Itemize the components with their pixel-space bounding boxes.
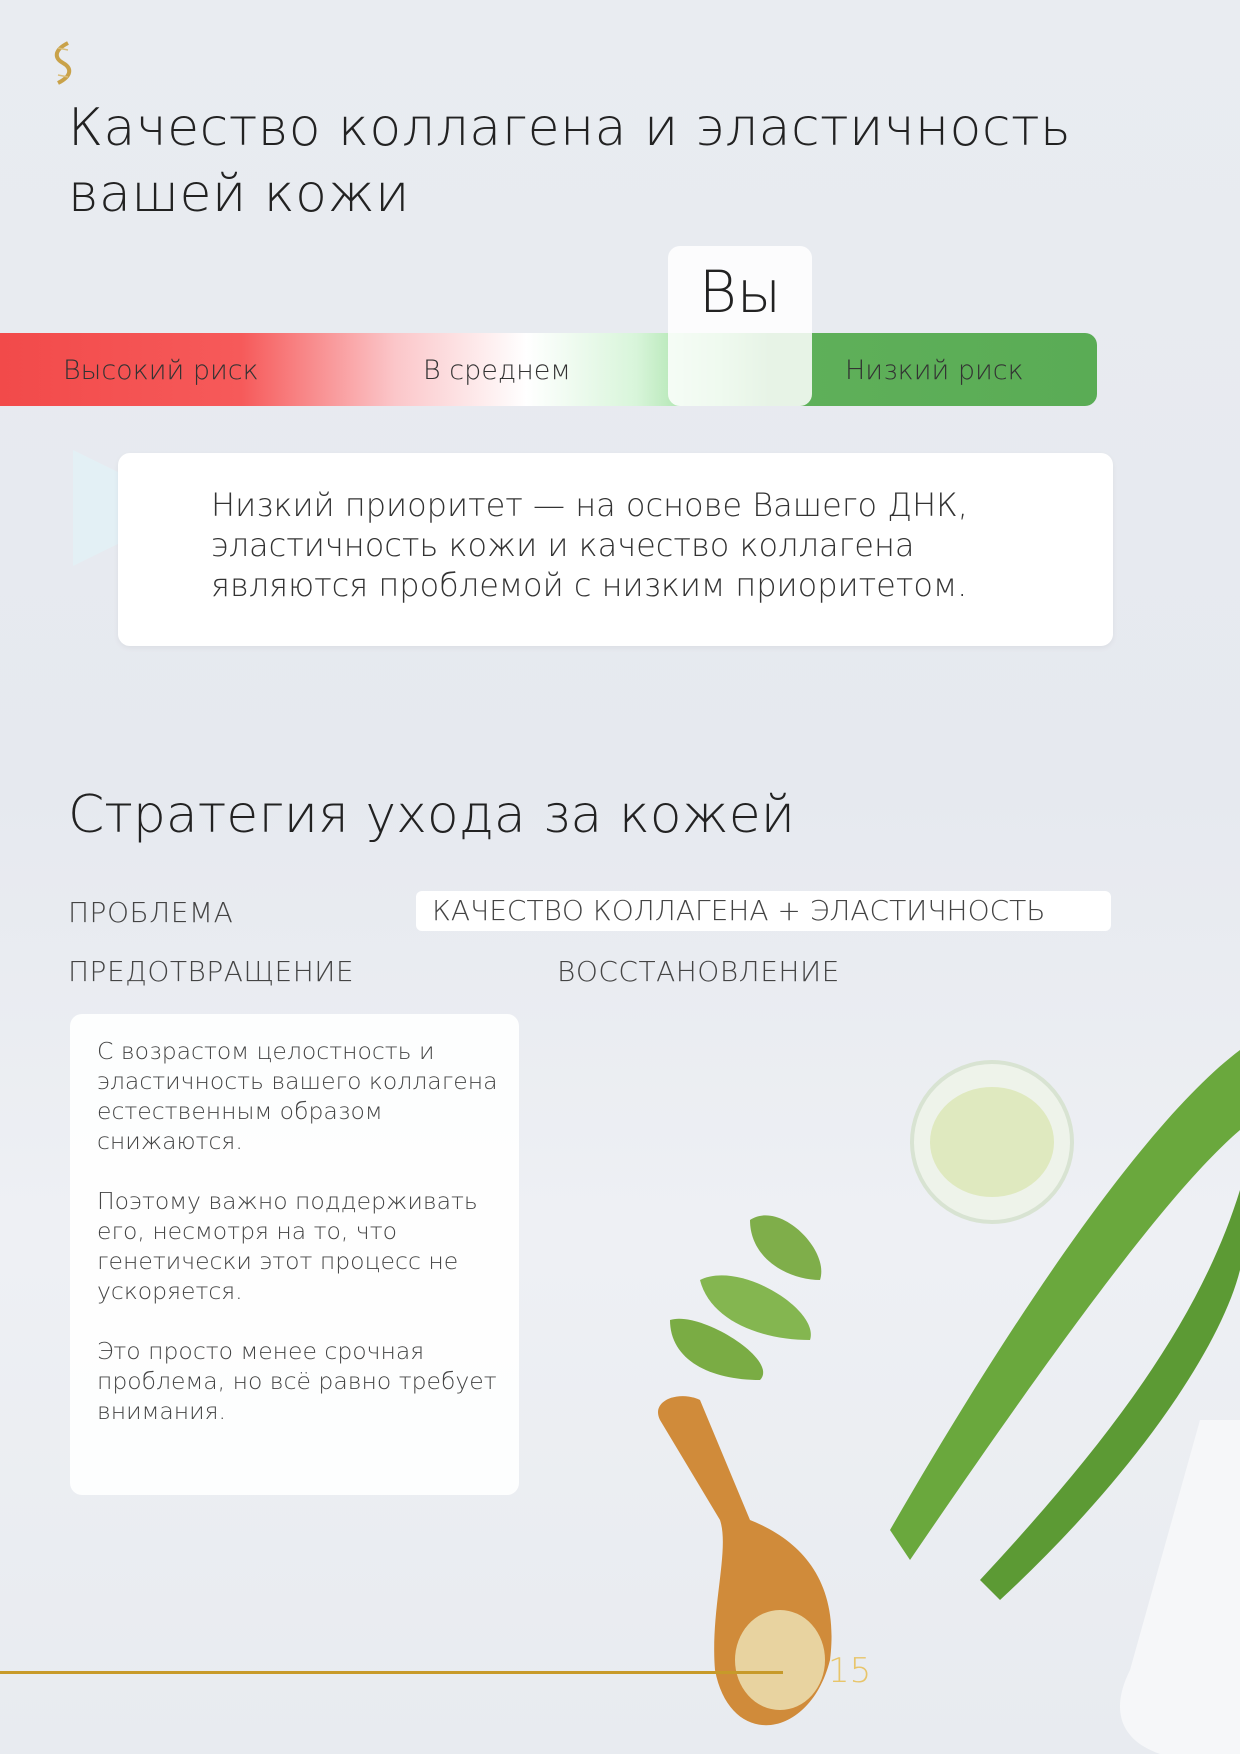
page-title: Качество коллагена и эластичность вашей …	[68, 95, 1071, 227]
title-line: Качество коллагена и эластичность	[68, 98, 1072, 158]
card-paragraph: С возрастом целостность и эластичность в…	[97, 1037, 498, 1155]
recovery-label: ВОССТАНОВЛЕНИЕ	[557, 955, 840, 988]
scale-label-average: В среднем	[423, 355, 571, 386]
title-line: вашей кожи	[68, 164, 410, 224]
card-paragraph: Поэтому важно поддерживать его, несмотря…	[97, 1187, 478, 1305]
strategy-title: Стратегия ухода за кожей	[68, 785, 795, 845]
problem-value-badge: КАЧЕСТВО КОЛЛАГЕНА + ЭЛАСТИЧНОСТЬ	[416, 891, 1111, 931]
risk-scale-bar: Высокий риск В среднем Низкий риск	[0, 333, 1097, 406]
callout-text: Низкий приоритет — на основе Вашего ДНК,…	[211, 486, 968, 604]
dna-logo-icon	[54, 41, 72, 85]
prevention-card: С возрастом целостность и эластичность в…	[70, 1014, 519, 1495]
scale-label-high: Высокий риск	[63, 355, 259, 386]
scale-label-low: Низкий риск	[845, 355, 1024, 386]
you-marker: Вы	[668, 246, 812, 406]
aloe-photo	[658, 1050, 1240, 1754]
problem-label: ПРОБЛЕМА	[68, 896, 234, 929]
page-number: 15	[828, 1651, 872, 1691]
you-label: Вы	[698, 258, 782, 326]
priority-callout: Низкий приоритет — на основе Вашего ДНК,…	[118, 453, 1113, 646]
footer-divider	[0, 1671, 783, 1674]
card-paragraph: Это просто менее срочная проблема, но вс…	[97, 1337, 497, 1425]
prevention-label: ПРЕДОТВРАЩЕНИЕ	[68, 955, 355, 988]
problem-value: КАЧЕСТВО КОЛЛАГЕНА + ЭЛАСТИЧНОСТЬ	[432, 894, 1046, 927]
